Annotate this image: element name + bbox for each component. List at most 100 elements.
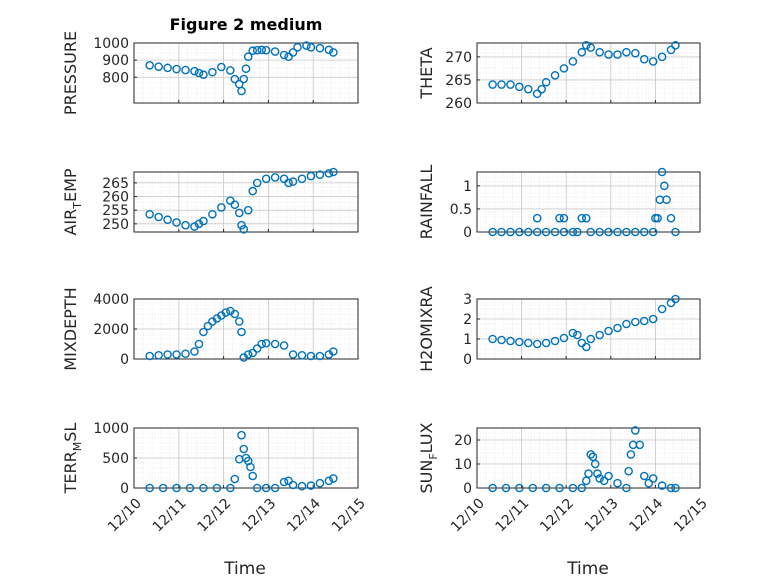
data-point (599, 476, 609, 486)
data-point (261, 338, 271, 348)
data-point (671, 41, 680, 50)
data-point (537, 84, 546, 94)
y-axis-label: PRESSURE (61, 31, 80, 115)
data-point (584, 469, 593, 478)
data-point (644, 478, 654, 488)
data-point (329, 167, 338, 177)
data-point (657, 481, 667, 490)
data-point (586, 334, 596, 344)
data-point (241, 64, 251, 74)
data-point (248, 348, 258, 358)
x-tick-label: 12/14 (284, 495, 324, 535)
data-point (550, 71, 560, 80)
data-point (541, 227, 551, 237)
data-point (541, 483, 551, 493)
x-tick-label: 12/13 (239, 496, 279, 536)
y-tick-label: 255 (102, 203, 129, 219)
data-point (226, 483, 235, 493)
data-point (239, 444, 249, 454)
data-point (315, 478, 325, 488)
data-point (635, 440, 645, 450)
data-point (577, 483, 587, 493)
data-point (279, 341, 289, 350)
data-point (185, 483, 195, 493)
data-point (270, 339, 280, 349)
axes-box (133, 298, 359, 360)
data-point (306, 171, 316, 181)
data-point (199, 70, 208, 80)
data-point (631, 227, 640, 237)
data-point (604, 50, 613, 59)
data-point (622, 483, 631, 493)
data-point (660, 181, 669, 191)
y-axis-label: TERRMSL (61, 423, 84, 495)
y-tick-label: 0 (120, 352, 129, 368)
y-tick-label: 1000 (93, 421, 129, 437)
data-point (622, 227, 631, 237)
data-point (221, 308, 231, 317)
data-point (497, 80, 506, 89)
data-point (239, 224, 249, 234)
y-tick-label: 20 (454, 433, 472, 449)
data-point (532, 339, 542, 349)
data-point (243, 52, 253, 62)
data-point (613, 227, 622, 237)
data-point (622, 319, 631, 329)
data-point (145, 60, 154, 70)
axes-h2omixra: 0 1 2 3 H2OMIXRA (417, 286, 701, 372)
data-point (573, 330, 582, 340)
data-point (279, 50, 289, 60)
data-point (190, 222, 199, 231)
y-tick-label: 1 (463, 332, 472, 348)
data-point (626, 450, 636, 459)
data-point (595, 330, 604, 340)
data-point (252, 45, 262, 55)
data-point (252, 483, 262, 493)
data-point (577, 47, 587, 57)
data-point (581, 213, 591, 223)
data-point (666, 483, 676, 493)
axes-box (476, 298, 701, 360)
data-point (172, 350, 181, 359)
data-point (613, 478, 622, 488)
data-point (581, 41, 591, 50)
data-point (237, 327, 246, 337)
x-tick-label: 12/14 (626, 495, 666, 535)
data-point (163, 350, 172, 359)
y-tick-label: 4000 (93, 292, 129, 308)
y-tick-label: 900 (102, 53, 129, 69)
data-point (172, 218, 181, 227)
data-point (288, 48, 298, 57)
y-tick-label: 0 (120, 481, 129, 497)
axes-rainfall: 0 0.5 1 RAINFALL (417, 165, 701, 241)
axes-sun-flux: 12/10 12/11 12/12 12/13 12/14 12/15 0 10 20 SUNFL… (417, 422, 711, 535)
y-axis-label: MIXDEPTH (61, 287, 80, 370)
data-point (613, 50, 622, 59)
data-point (488, 483, 497, 493)
data-point (181, 349, 190, 359)
data-point (194, 219, 204, 229)
data-point (541, 338, 551, 348)
data-point (145, 209, 154, 219)
data-point (163, 63, 172, 73)
data-point (631, 48, 640, 58)
data-point (257, 339, 266, 349)
data-point (288, 177, 298, 186)
data-point (306, 351, 316, 361)
data-point (550, 336, 560, 346)
x-tick-label: 12/12 (537, 496, 577, 536)
data-point (252, 344, 262, 353)
data-point (515, 82, 524, 92)
y-tick-label: 800 (102, 70, 129, 86)
data-point (324, 45, 334, 55)
data-point (666, 45, 676, 55)
data-point (523, 84, 533, 94)
data-point (284, 178, 293, 188)
x-tick-label: 12/11 (493, 496, 533, 536)
data-point (631, 426, 640, 435)
x-tick-label: 12/13 (582, 496, 622, 536)
x-tick-label: 12/10 (448, 496, 488, 536)
data-point (532, 89, 542, 99)
